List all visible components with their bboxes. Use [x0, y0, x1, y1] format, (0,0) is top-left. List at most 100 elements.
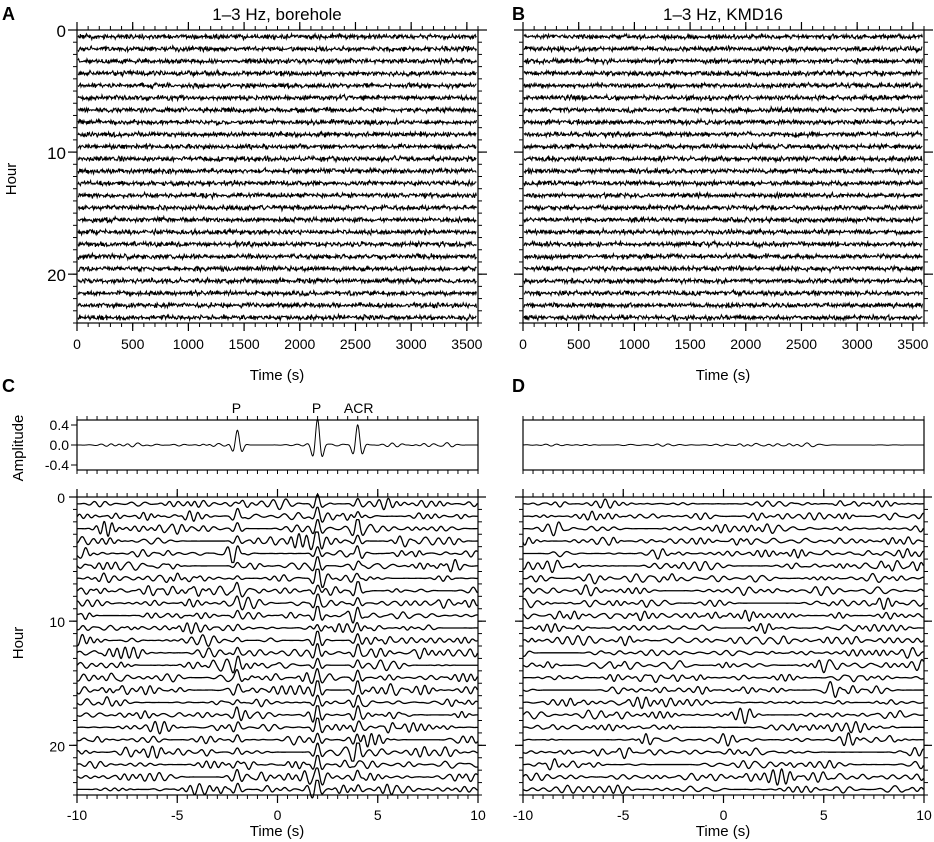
panel-d-tick-label-x: 0 — [720, 807, 728, 823]
panel-a-tick-label-x: 0 — [73, 336, 81, 352]
hourly-trace — [522, 673, 924, 684]
hourly-trace — [523, 510, 924, 521]
panel-c — [73, 493, 482, 799]
panel-b-tick-label-x: 0 — [519, 336, 527, 352]
panel-a-traces — [77, 31, 477, 323]
hourly-trace — [522, 559, 925, 574]
noise-trace — [523, 301, 923, 310]
panel-label-c: C — [2, 376, 15, 396]
noise-trace — [77, 31, 477, 42]
noise-trace — [523, 92, 923, 103]
panel-d-tick-label-x: 5 — [820, 807, 828, 823]
phase-label-p: P — [312, 400, 321, 416]
noise-trace — [77, 81, 477, 91]
noise-trace — [523, 239, 923, 250]
panel-a-tick-label-x: 500 — [121, 336, 145, 352]
panel-a-tick-label-x: 1000 — [173, 336, 204, 352]
hourly-trace — [522, 680, 924, 699]
panel-label-a: A — [2, 4, 15, 24]
xlabel-a: Time (s) — [250, 367, 304, 384]
panel-d-tick-label-x: -10 — [513, 807, 533, 823]
hourly-trace — [76, 531, 478, 551]
noise-trace — [77, 312, 477, 323]
hourly-trace — [76, 643, 479, 660]
hourly-trace — [522, 658, 925, 674]
noise-trace — [523, 226, 923, 237]
ylabel-c: Hour — [10, 627, 27, 660]
noise-trace — [77, 166, 477, 176]
panel-b-tick-label-x: 3500 — [897, 336, 928, 352]
panel-d-traces — [522, 498, 925, 795]
hourly-trace — [522, 746, 924, 760]
hourly-trace — [76, 593, 478, 611]
noise-trace — [77, 129, 477, 140]
panel-c-amp-tick-label: 0.0 — [50, 437, 70, 453]
panel-c-tick-label-y: 20 — [49, 738, 65, 754]
noise-trace — [523, 129, 923, 140]
panel-a-tick-label-x: 3500 — [451, 336, 482, 352]
panel-b-traces — [523, 32, 923, 323]
hourly-trace — [76, 742, 478, 762]
hourly-trace — [523, 498, 924, 509]
hourly-trace — [76, 655, 478, 674]
noise-trace — [523, 202, 923, 213]
panel-b-tick-label-x: 3000 — [842, 336, 873, 352]
hourly-trace — [522, 732, 924, 747]
hourly-trace — [76, 494, 479, 511]
noise-trace — [77, 288, 477, 298]
noise-trace — [77, 44, 477, 54]
noise-trace — [523, 313, 923, 323]
phase-label-p: P — [232, 400, 241, 416]
panel-b-tick-label-x: 500 — [567, 336, 591, 352]
panel-d-tick-label-x: 10 — [916, 807, 932, 823]
noise-trace — [523, 166, 923, 176]
hourly-trace — [76, 545, 478, 564]
noise-trace — [77, 301, 477, 310]
panel-a-tick-label-y: 10 — [47, 144, 66, 163]
ylabel-a: Hour — [3, 163, 20, 196]
hourly-trace — [522, 707, 924, 725]
hourly-trace — [522, 572, 924, 585]
hourly-trace — [522, 635, 924, 647]
noise-trace — [523, 215, 923, 225]
noise-trace — [523, 288, 923, 298]
hourly-trace — [76, 568, 478, 588]
noise-trace — [523, 44, 923, 54]
noise-trace — [77, 239, 477, 249]
panel-c-tick-label-x: 10 — [470, 807, 486, 823]
hourly-trace — [522, 597, 924, 611]
hourly-trace — [76, 680, 479, 697]
hourly-trace — [77, 519, 478, 538]
noise-trace — [523, 56, 923, 66]
panel-b-tick-label-x: 2000 — [730, 336, 761, 352]
noise-trace — [523, 68, 923, 78]
hourly-trace — [522, 696, 924, 710]
noise-trace — [523, 105, 923, 116]
title-a: 1–3 Hz, borehole — [212, 5, 341, 24]
panel-b-tick-label-x: 1000 — [619, 336, 650, 352]
hourly-trace — [76, 694, 478, 708]
panel-b-tick-label-x: 1500 — [675, 336, 706, 352]
noise-trace — [523, 32, 923, 42]
hourly-trace — [522, 622, 924, 634]
hourly-trace — [76, 705, 478, 723]
xlabel-b: Time (s) — [696, 367, 750, 384]
hourly-trace — [77, 779, 478, 799]
noise-trace — [77, 93, 477, 103]
noise-trace — [523, 117, 923, 127]
panel-c-amp — [76, 416, 479, 474]
hourly-trace — [523, 548, 924, 560]
hourly-trace — [522, 758, 925, 771]
panel-label-d: D — [512, 376, 525, 396]
panel-d-amp — [522, 416, 925, 474]
noise-trace — [523, 178, 923, 188]
hourly-trace — [522, 784, 925, 795]
panel-label-b: B — [512, 4, 525, 24]
panel-c-amp-tick-label: 0.4 — [50, 417, 70, 433]
hourly-trace — [76, 630, 478, 647]
panel-a-tick-label-y: 20 — [47, 266, 66, 285]
noise-trace — [523, 81, 923, 90]
hourly-trace — [522, 768, 925, 786]
noise-trace — [77, 214, 477, 225]
